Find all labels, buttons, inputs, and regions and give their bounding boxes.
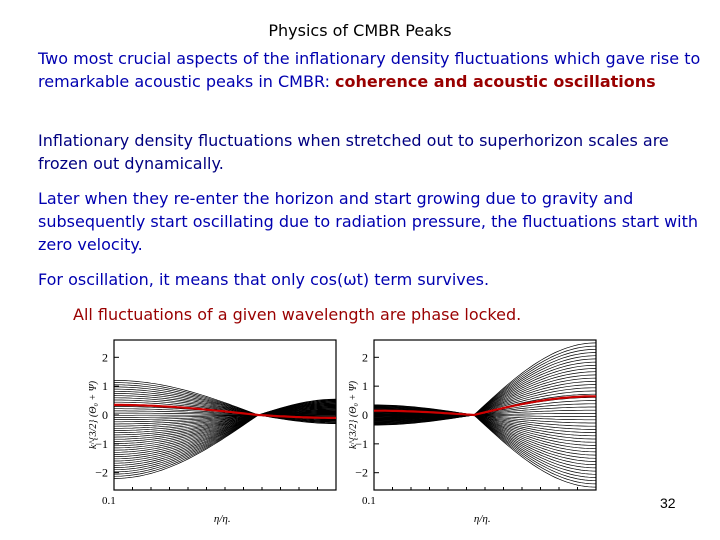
mode-curve bbox=[374, 414, 597, 462]
mode-curve bbox=[113, 398, 337, 479]
mode-curve bbox=[114, 410, 336, 431]
mode-curve bbox=[114, 400, 337, 471]
mode-curve bbox=[113, 395, 336, 421]
mode-curve bbox=[374, 414, 597, 453]
mode-curve bbox=[113, 406, 336, 447]
slide-title: Physics of CMBR Peaks bbox=[268, 21, 452, 40]
y-tick-label: −1 bbox=[95, 437, 108, 451]
mode-curve bbox=[373, 414, 597, 478]
emphasis-coherence: coherence and acoustic oscillations bbox=[335, 72, 656, 91]
y-tick-label: −1 bbox=[355, 437, 368, 451]
mode-curve bbox=[113, 411, 336, 427]
mode-curve bbox=[114, 412, 336, 416]
y-tick-label: −2 bbox=[355, 466, 368, 480]
mode-curve bbox=[114, 410, 336, 434]
mode-curve bbox=[374, 414, 597, 469]
mode-curve bbox=[374, 414, 597, 456]
mode-curve bbox=[114, 412, 336, 425]
mode-curve bbox=[114, 404, 337, 455]
highlight-curve bbox=[114, 403, 336, 419]
mode-curve bbox=[373, 371, 597, 416]
highlight-curve bbox=[374, 395, 596, 417]
mode-curve bbox=[114, 403, 336, 462]
x-axis-label: η/η. bbox=[214, 513, 231, 525]
mode-curve bbox=[374, 414, 597, 450]
mode-curve bbox=[114, 406, 336, 449]
mode-curve bbox=[113, 399, 336, 477]
mode-curve bbox=[113, 401, 336, 468]
mode-curve bbox=[114, 380, 337, 425]
x-tick-label: 0.1 bbox=[102, 495, 116, 507]
mode-curve bbox=[373, 364, 597, 416]
mode-curve bbox=[374, 414, 596, 417]
mode-curve bbox=[374, 414, 596, 427]
mode-plot-left: 2 1 0 −1 −2 0.1 η/η. k^{3/2} (Θ₀ + Ψ) bbox=[88, 339, 337, 525]
mode-curve bbox=[114, 403, 337, 460]
y-tick-label: −2 bbox=[95, 466, 108, 480]
mode-curve bbox=[373, 358, 597, 416]
curve-group bbox=[113, 380, 337, 479]
mode-curve bbox=[114, 390, 336, 422]
mode-curve bbox=[374, 352, 597, 416]
mode-curve bbox=[114, 405, 336, 453]
mode-curve bbox=[374, 414, 596, 440]
mode-curve bbox=[374, 409, 596, 416]
y-tick-label: 2 bbox=[102, 350, 108, 364]
mode-curve bbox=[114, 402, 337, 464]
mode-plot-right: 2 1 0 −1 −2 0.1 η/η. k^{3/2} (Θ₀ + Ψ) bbox=[348, 339, 597, 525]
paragraph-aspects-text: Two most crucial aspects of the inflatio… bbox=[38, 49, 701, 91]
mode-curve bbox=[114, 409, 336, 436]
mode-curve bbox=[374, 414, 596, 424]
x-tick-label: 0.1 bbox=[362, 495, 376, 507]
paragraph-superhorizon: Inflationary density fluctuations when s… bbox=[38, 131, 669, 173]
paragraph-cos-term: For oscillation, it means that only cos(… bbox=[38, 270, 490, 289]
mode-curve bbox=[114, 410, 336, 417]
mode-curve bbox=[114, 399, 337, 475]
mode-curve bbox=[114, 388, 336, 422]
paragraph-phase-locked: All fluctuations of a given wavelength a… bbox=[73, 305, 522, 324]
mode-curve bbox=[374, 413, 596, 416]
x-axis-label: η/η. bbox=[474, 513, 491, 525]
mode-curve bbox=[113, 404, 336, 458]
y-axis-label: k^{3/2} (Θ₀ + Ψ) bbox=[348, 380, 359, 449]
y-axis-label: k^{3/2} (Θ₀ + Ψ) bbox=[88, 380, 99, 449]
y-tick-label: 1 bbox=[102, 379, 108, 393]
mode-curve bbox=[114, 382, 336, 424]
mode-curve bbox=[374, 414, 597, 475]
paragraph-reenter-horizon: Later when they re-enter the horizon and… bbox=[38, 189, 699, 254]
mode-curve bbox=[114, 407, 336, 444]
paragraph-aspects: Two most crucial aspects of the inflatio… bbox=[38, 47, 710, 93]
y-tick-label: 0 bbox=[362, 408, 368, 422]
mode-curve bbox=[114, 405, 336, 451]
mode-curve bbox=[114, 386, 336, 423]
mode-curve bbox=[374, 414, 596, 437]
page-number: 32 bbox=[660, 495, 676, 511]
mode-curve bbox=[114, 393, 336, 421]
mode-curve bbox=[374, 414, 596, 430]
mode-curve bbox=[113, 402, 336, 466]
y-tick-label: 2 bbox=[362, 350, 368, 364]
mode-curve bbox=[113, 384, 337, 423]
mode-curve bbox=[114, 412, 336, 423]
mode-curve bbox=[374, 414, 596, 443]
mode-curve bbox=[114, 414, 336, 418]
y-tick-label: 1 bbox=[362, 379, 368, 393]
mode-curve bbox=[374, 414, 597, 488]
mode-curve bbox=[114, 408, 337, 440]
mode-curve bbox=[114, 408, 336, 442]
mode-curve bbox=[114, 413, 336, 420]
curve-group bbox=[373, 342, 597, 488]
mode-curve bbox=[114, 411, 336, 429]
mode-curve bbox=[374, 348, 597, 416]
mode-curve bbox=[113, 409, 336, 438]
mode-curve bbox=[114, 400, 336, 473]
y-tick-label: 0 bbox=[102, 408, 108, 422]
